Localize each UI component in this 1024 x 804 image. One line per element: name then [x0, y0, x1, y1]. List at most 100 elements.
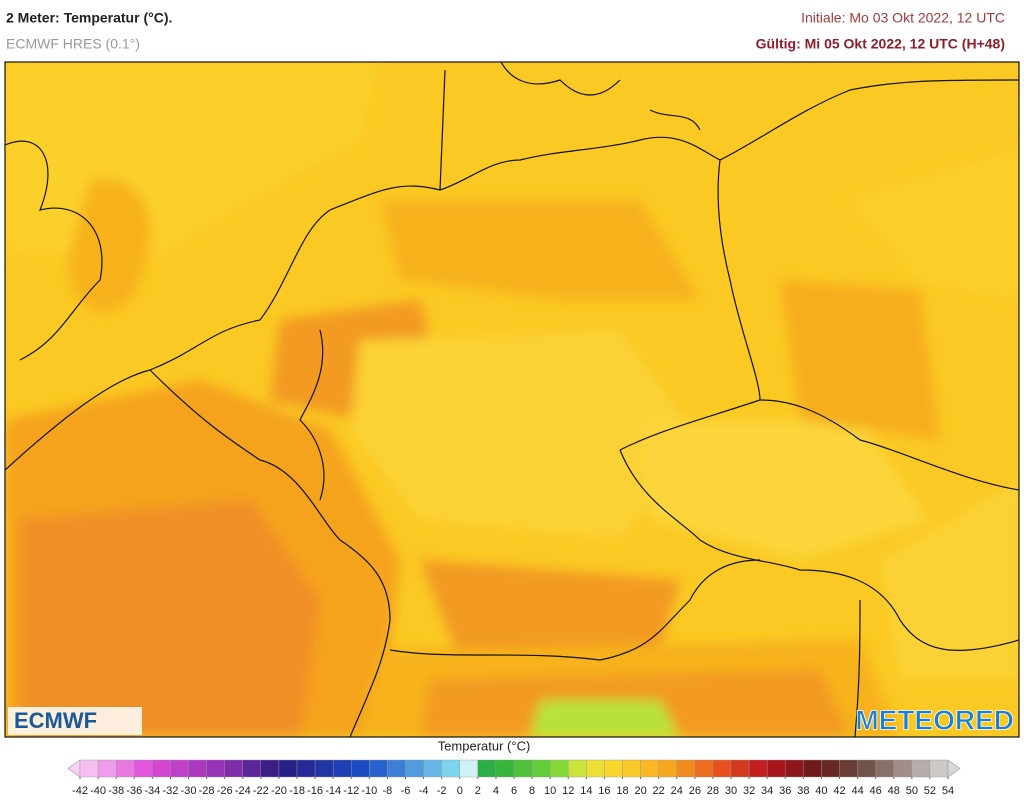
legend-tick-label: 6: [511, 785, 517, 797]
legend-tick-label: 52: [924, 785, 936, 797]
legend-tick-label: -10: [361, 785, 377, 797]
map-frame: [4, 61, 1020, 738]
legend-swatch: [694, 759, 714, 778]
legend-swatch: [586, 759, 605, 778]
legend-tick-label: 44: [851, 785, 863, 797]
valid-time: Gültig: Mi 05 Okt 2022, 12 UTC (H+48): [756, 36, 1005, 52]
legend-swatch: [351, 759, 370, 778]
legend-swatch: [188, 759, 207, 778]
legend-tick-label: 0: [457, 785, 463, 797]
legend-swatch: [640, 759, 659, 778]
legend-tick-label: 4: [493, 785, 499, 797]
legend: -42 -40 -38 -36 -34 -32 -30 -28 -26 -24 -22 -20 -18-…: [67, 759, 961, 797]
legend-tick-label: -30: [181, 785, 197, 797]
legend-swatch: [441, 759, 460, 778]
legend-swatch: [224, 759, 243, 778]
legend-tick-label: 32: [743, 785, 755, 797]
legend-swatch: [839, 759, 858, 778]
temperature-field: [5, 62, 1019, 737]
legend-tick-label: 48: [888, 785, 900, 797]
legend-tick-label: 2: [475, 785, 481, 797]
legend-tick-label: -2: [437, 785, 447, 797]
legend-tick-label: 26: [689, 785, 701, 797]
initial-time: Initiale: Mo 03 Okt 2022, 12 UTC: [801, 10, 1005, 26]
legend-tick-label: 24: [671, 785, 683, 797]
legend-swatch: [730, 759, 750, 778]
legend-swatch: [766, 759, 786, 778]
legend-swatch: [857, 759, 876, 778]
legend-swatch: [115, 759, 135, 778]
legend-tick-label: -24: [235, 785, 251, 797]
legend-swatch: [676, 759, 696, 778]
legend-tick-label: -16: [307, 785, 323, 797]
legend-tick-label: 46: [870, 785, 882, 797]
legend-tick-label: -20: [271, 785, 287, 797]
legend-tick-label: 20: [634, 785, 646, 797]
legend-tick-label: 12: [562, 785, 574, 797]
legend-tick-label: 42: [833, 785, 845, 797]
subtitle: ECMWF HRES (0.1°): [6, 36, 140, 52]
legend-arrow-high: [947, 759, 961, 778]
legend-tick-label: -14: [325, 785, 341, 797]
legend-tick-label: -36: [126, 785, 142, 797]
legend-tick-label: -26: [217, 785, 233, 797]
legend-tick-label: 22: [653, 785, 665, 797]
legend-swatch: [911, 759, 931, 778]
legend-swatch: [387, 759, 406, 778]
legend-swatch: [314, 759, 334, 778]
legend-tick-label: -6: [401, 785, 411, 797]
legend-swatch: [748, 759, 768, 778]
legend-swatch: [296, 759, 316, 778]
legend-swatch: [260, 759, 280, 778]
legend-tick-label: -4: [419, 785, 429, 797]
legend-swatch: [495, 759, 515, 778]
ecmwf-logo-bg: [8, 707, 142, 735]
legend-swatch: [206, 759, 225, 778]
legend-swatch: [531, 759, 551, 778]
legend-tick-label: 28: [707, 785, 719, 797]
legend-swatch: [513, 759, 533, 778]
legend-swatch: [369, 759, 388, 778]
legend-tick-label: -32: [162, 785, 178, 797]
legend-swatch: [170, 759, 189, 778]
legend-tick-label: 8: [529, 785, 535, 797]
legend-swatch: [134, 759, 153, 778]
legend-swatch: [821, 759, 840, 778]
ecmwf-logo: ECMWF: [14, 708, 97, 733]
legend-swatch: [423, 759, 442, 778]
legend-tick-label: -8: [383, 785, 393, 797]
legend-swatch: [242, 759, 262, 778]
legend-swatch: [604, 759, 623, 778]
legend-title: Temperatur (°C): [438, 738, 531, 753]
legend-swatch: [278, 759, 298, 778]
legend-tick-label: -22: [253, 785, 269, 797]
legend-swatch: [712, 759, 732, 778]
legend-tick-label: 18: [616, 785, 628, 797]
legend-swatch: [477, 759, 497, 778]
legend-swatch: [803, 759, 822, 778]
legend-tick-label: 10: [544, 785, 556, 797]
legend-tick-label: 36: [779, 785, 791, 797]
legend-tick-label: -28: [199, 785, 215, 797]
legend-tick-label: 16: [598, 785, 610, 797]
legend-swatch: [893, 759, 913, 778]
legend-arrow-low: [67, 759, 81, 778]
title: 2 Meter: Temperatur (°C).: [6, 10, 172, 26]
legend-swatch: [875, 759, 894, 778]
map: [5, 62, 1019, 737]
legend-tick-label: 30: [725, 785, 737, 797]
legend-tick-label: -12: [343, 785, 359, 797]
legend-tick-label: -40: [90, 785, 106, 797]
legend-tick-label: -42: [72, 785, 88, 797]
legend-swatch: [97, 759, 117, 778]
legend-swatch: [622, 759, 641, 778]
legend-tick-label: 50: [906, 785, 918, 797]
legend-tick-label: 14: [580, 785, 592, 797]
legend-tick-label: -34: [144, 785, 160, 797]
legend-tick-label: -38: [108, 785, 124, 797]
meteored-logo: METEORED: [855, 704, 1014, 735]
legend-swatch: [658, 759, 677, 778]
legend-swatch: [332, 759, 352, 778]
